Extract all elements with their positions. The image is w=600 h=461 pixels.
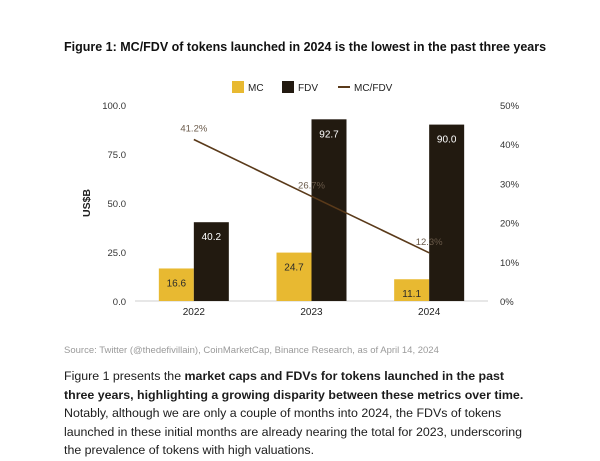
- bar-fdv-2022: [193, 222, 229, 301]
- y2-tick-label: 20%: [500, 219, 520, 230]
- chart: 0.0 25.0 50.0 75.0 100.0 0% 10% 20% 30% 40% 50% US$…: [81, 81, 520, 318]
- data-label-mc: 11.1: [402, 289, 421, 300]
- y2-tick-label: 10%: [500, 258, 520, 269]
- data-label-fdv: 90.0: [437, 135, 457, 146]
- figure-title: Figure 1: MC/FDV of tokens launched in 2…: [64, 40, 547, 54]
- y-tick-label: 25.0: [108, 248, 127, 259]
- x-tick-label: 2023: [300, 307, 323, 318]
- data-label-fdv: 92.7: [319, 129, 339, 140]
- y-tick-label: 75.0: [108, 150, 127, 161]
- legend-label: FDV: [298, 83, 318, 94]
- data-label-mc-fdv: 12.3%: [416, 237, 443, 248]
- data-label-mc: 24.7: [284, 263, 304, 274]
- x-tick-label: 2022: [183, 307, 206, 318]
- paragraph-text-2: Notably, although we are only a couple o…: [64, 406, 523, 457]
- legend-label: MC: [248, 83, 264, 94]
- source-note: Source: Twitter (@thedefivillain), CoinM…: [64, 345, 439, 356]
- y2-tick-label: 40%: [500, 140, 520, 151]
- legend-swatch-mc: [232, 81, 244, 93]
- y2-tick-label: 30%: [500, 179, 520, 190]
- bar-mc-2024: [394, 279, 430, 301]
- legend-swatch-fdv: [282, 81, 294, 93]
- paragraph-bold-text: market caps and FDVs for tokens launched…: [64, 369, 524, 402]
- chart-svg: 0.0 25.0 50.0 75.0 100.0 0% 10% 20% 30% 40% 50% US$…: [81, 81, 520, 318]
- y-tick-label: 50.0: [108, 199, 127, 210]
- legend-label: MC/FDV: [354, 83, 393, 94]
- y-tick-label: 100.0: [102, 101, 126, 112]
- data-label-mc-fdv: 26.7%: [298, 180, 325, 191]
- y-tick-label: 0.0: [113, 297, 126, 308]
- y2-tick-label: 50%: [500, 101, 520, 112]
- line-mc-fdv: [193, 138, 430, 254]
- body-paragraph: Figure 1 presents the market caps and FD…: [64, 367, 534, 460]
- bar-fdv-2024: [429, 124, 465, 301]
- y2-tick-label: 0%: [500, 297, 514, 308]
- data-label-fdv: 40.2: [202, 232, 222, 243]
- y-axis-label: US$B: [81, 189, 93, 217]
- bar-mc-2023: [276, 252, 312, 301]
- data-label-mc-fdv: 41.2%: [180, 123, 207, 134]
- paragraph-text-1: Figure 1 presents the: [64, 369, 185, 383]
- data-label-mc: 16.6: [167, 278, 187, 289]
- x-tick-label: 2024: [418, 307, 441, 318]
- bar-mc-2022: [158, 268, 194, 301]
